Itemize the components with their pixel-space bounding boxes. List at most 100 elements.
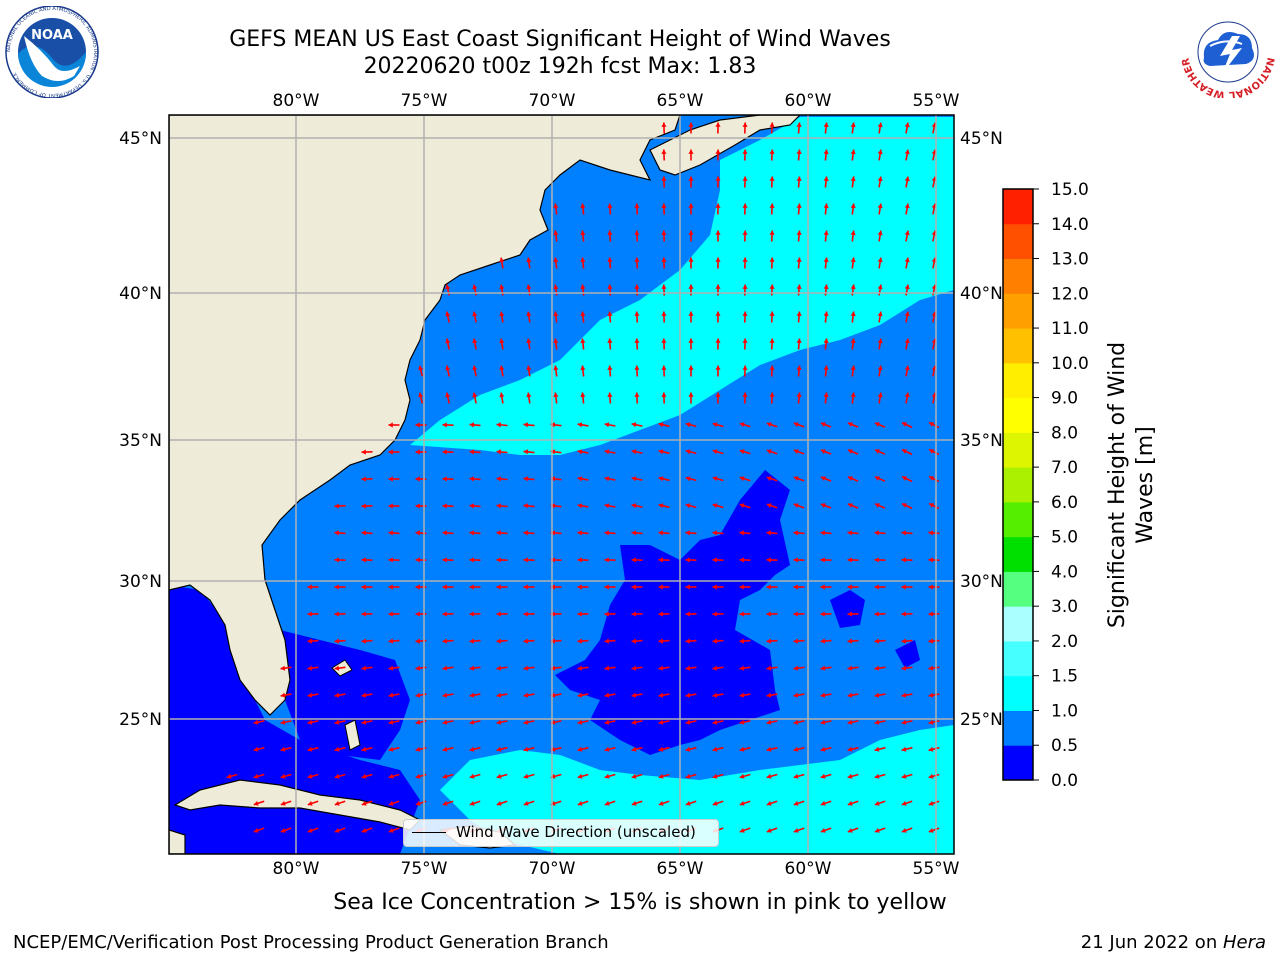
wind-arrow-head (523, 584, 528, 590)
wind-arrow-head (766, 746, 772, 752)
wind-arrow-head (688, 122, 694, 127)
wind-arrow-head (739, 449, 745, 455)
wind-arrow-head (766, 557, 771, 563)
wind-arrow-head (685, 503, 691, 509)
wind-arrow-head (712, 449, 718, 455)
wind-arrow-head (847, 611, 852, 617)
wind-arrow-head (523, 503, 529, 509)
wind-arrow-head (742, 311, 748, 316)
wind-arrow-head (253, 773, 259, 779)
wind-arrow-head (496, 476, 501, 482)
lon-label-top: 75°W (401, 91, 448, 111)
wind-arrow-head (769, 122, 775, 127)
wind-arrow-head (469, 503, 474, 509)
gulf-stream-band (410, 117, 954, 455)
wind-arrow-head (902, 503, 907, 508)
wind-arrow-head (577, 773, 583, 779)
wind-arrow-head (739, 422, 745, 428)
wind-arrow-head (661, 284, 667, 289)
wind-arrow-head (604, 773, 610, 779)
wind-arrow-head (388, 828, 394, 833)
wind-arrow-head (553, 392, 559, 398)
wind-arrow-head (442, 638, 447, 644)
wind-arrow-head (607, 365, 613, 370)
wind-arrow-head (902, 449, 907, 454)
wind-arrow-head (661, 365, 667, 370)
wind-arrow-head (577, 746, 583, 752)
wind-arrow-head (550, 692, 556, 698)
wind-arrow-head (658, 584, 663, 590)
wind-arrow-head (688, 365, 694, 370)
wind-arrow-head (820, 828, 826, 833)
wind-arrow-head (415, 584, 420, 590)
wind-arrow-head (607, 392, 613, 397)
wind-arrow-head (847, 422, 853, 427)
wind-arrow-head (523, 476, 529, 482)
wind-arrow-head (361, 828, 367, 833)
colorbar-tick-label: 10.0 (1051, 354, 1089, 374)
wind-arrow-head (769, 311, 775, 316)
wind-arrow-head (388, 692, 394, 698)
wind-arrow-head (928, 800, 934, 806)
wind-arrow-head (793, 557, 798, 563)
wind-arrow-head (823, 311, 829, 317)
wind-arrow-head (280, 692, 286, 698)
wind-arrow-head (604, 800, 610, 806)
wind-arrow-head (334, 665, 340, 671)
wind-arrow-head (901, 665, 907, 671)
wind-arrow-head (877, 392, 883, 398)
wind-arrow-head (685, 530, 690, 536)
colorbar-bin (1003, 362, 1033, 399)
wind-arrow-head (553, 284, 559, 290)
wind-arrow-head (496, 530, 501, 536)
wind-arrow-head (604, 530, 609, 536)
wind-arrow-head (901, 773, 907, 779)
wind-arrow-head (442, 476, 447, 482)
wind-arrow-head (793, 800, 799, 806)
wind-arrow-head (361, 692, 367, 698)
wind-arrow-head (523, 638, 528, 644)
wind-arrow-head (769, 230, 775, 235)
wind-arrow-head (634, 284, 640, 289)
wind-arrow-head (820, 584, 825, 590)
wind-arrow-head (874, 584, 879, 590)
wind-arrow-head (715, 203, 721, 208)
wind-arrow-head (280, 773, 286, 779)
wind-arrow-head (607, 257, 613, 262)
colorbar-bin (1003, 258, 1033, 294)
wind-arrow-head (712, 503, 718, 509)
colorbar-bin (1003, 640, 1033, 677)
wind-arrow-head (793, 828, 799, 833)
wind-arrow-head (904, 176, 910, 182)
wind-arrow-head (388, 773, 394, 779)
wind-arrow-head (523, 449, 529, 455)
wind-arrow-head (688, 392, 694, 397)
wind-arrow-head (712, 611, 717, 617)
lat-label-right: 40°N (960, 284, 1003, 304)
wind-arrow-head (496, 584, 501, 590)
wind-arrow-head (820, 503, 826, 508)
wind-arrow-head (496, 611, 501, 617)
wind-arrow-head (334, 557, 339, 563)
wind-arrow-head (793, 584, 798, 590)
wind-arrow-head (766, 530, 771, 536)
wind-arrow-head (607, 230, 613, 235)
wind-arrow-head (577, 422, 583, 428)
wind-arrow-head (901, 828, 907, 833)
wind-arrow-head (820, 665, 826, 671)
colorbar-bin (1003, 501, 1033, 538)
wind-arrow-head (847, 503, 853, 508)
wind-arrow-head (712, 422, 718, 428)
wind-arrow-head (361, 449, 366, 455)
wind-arrow-head (685, 584, 690, 590)
wind-arrow-head (226, 773, 232, 779)
wind-arrow-head (415, 773, 421, 779)
wind-arrow-head (580, 284, 586, 290)
wind-arrow-head (793, 719, 799, 725)
wind-arrow-head (850, 338, 856, 344)
wind-arrow-head (847, 530, 852, 536)
wind-arrow-head (739, 800, 745, 806)
wind-arrow-head (361, 530, 366, 536)
wind-arrow-head (796, 230, 802, 235)
wind-arrow-head (796, 365, 802, 370)
